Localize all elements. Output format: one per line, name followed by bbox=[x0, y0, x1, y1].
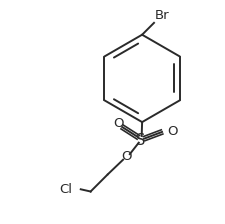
Text: Br: Br bbox=[154, 9, 168, 22]
Text: Cl: Cl bbox=[59, 183, 72, 196]
Text: O: O bbox=[113, 117, 123, 130]
Text: S: S bbox=[136, 133, 145, 147]
Text: O: O bbox=[121, 150, 131, 163]
Text: O: O bbox=[166, 125, 176, 138]
